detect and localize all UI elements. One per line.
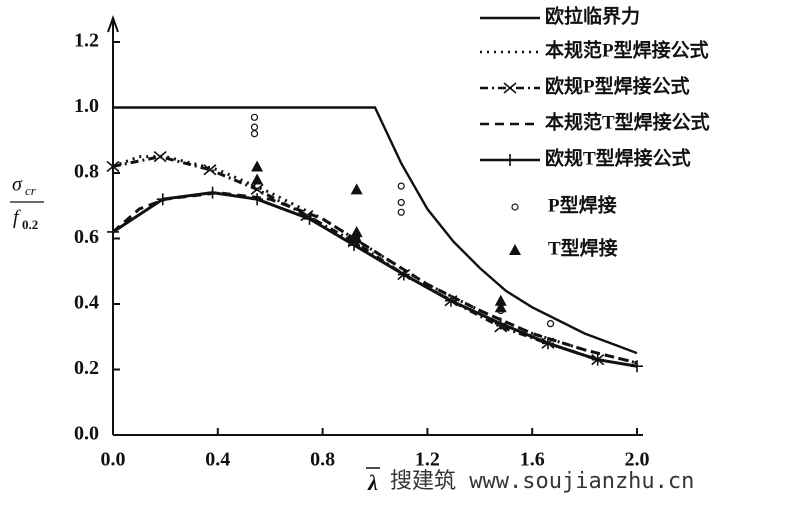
- marker-circle: [250, 113, 259, 121]
- series-line: [112, 191, 638, 368]
- marker-plus: [494, 317, 507, 330]
- x-tick-label: 1.6: [520, 449, 545, 471]
- marker-plus: [591, 353, 604, 366]
- marker-plus: [251, 193, 264, 206]
- y-tick-label: 0.6: [74, 226, 99, 248]
- marker-triangle: [494, 301, 507, 313]
- legend-label: T型焊接: [548, 236, 618, 259]
- x-tick-label: 0.0: [101, 449, 126, 471]
- marker-plus: [107, 225, 119, 238]
- marker-plus: [303, 212, 316, 225]
- legend-label: 本规范P型焊接公式: [545, 38, 709, 61]
- y-tick-label: 0.0: [74, 423, 99, 445]
- marker-triangle: [350, 232, 363, 244]
- x-tick-label: 1.2: [415, 449, 440, 471]
- y-label-den: f: [13, 207, 21, 229]
- marker-plus: [206, 186, 219, 199]
- legend-label: 本规范T型焊接公式: [545, 110, 710, 133]
- marker-plus: [397, 268, 410, 281]
- marker-triangle: [350, 183, 363, 195]
- marker-plus: [541, 337, 554, 350]
- y-tick-label: 0.4: [74, 292, 99, 314]
- x-tick-label: 0.4: [205, 449, 230, 471]
- marker-circle: [250, 130, 259, 138]
- y-tick-label: 0.8: [74, 161, 99, 183]
- marker-circle: [397, 182, 405, 190]
- marker-plus: [156, 193, 169, 206]
- y-tick-label: 1.0: [74, 95, 99, 117]
- marker-plus: [444, 294, 457, 307]
- marker-triangle: [350, 225, 363, 237]
- y-label-num: σ: [12, 174, 23, 196]
- marker-triangle: [509, 244, 521, 255]
- y-tick-label: 0.2: [74, 357, 99, 379]
- marker-x: [250, 183, 264, 195]
- series-line: [112, 191, 638, 365]
- marker-triangle: [251, 160, 264, 172]
- marker-x: [153, 151, 167, 163]
- x-label: λ: [367, 470, 378, 495]
- marker-circle: [250, 123, 259, 131]
- marker-circle: [397, 198, 405, 207]
- legend-label: 欧规T型焊接公式: [545, 146, 691, 169]
- marker-x: [106, 160, 120, 173]
- legend-label: P型焊接: [548, 193, 617, 216]
- marker-circle: [397, 208, 405, 216]
- marker-plus: [504, 154, 516, 166]
- y-tick-label: 1.2: [74, 30, 99, 52]
- watermark: 搜建筑 www.soujianzhu.cn: [390, 469, 694, 494]
- x-tick-label: 2.0: [625, 449, 650, 471]
- series-line: [112, 155, 638, 365]
- marker-circle: [511, 203, 519, 211]
- x-tick-label: 0.8: [310, 449, 335, 471]
- legend-label: 欧规P型焊接公式: [545, 74, 690, 97]
- marker-x: [203, 164, 217, 176]
- legend-label: 欧拉临界力: [545, 4, 640, 27]
- marker-x: [503, 82, 517, 94]
- marker-plus: [631, 360, 643, 373]
- marker-triangle: [494, 294, 507, 306]
- y-label-den-sub: 0.2: [22, 217, 38, 232]
- series-line: [113, 106, 638, 355]
- y-label-num-sub: cr: [25, 183, 37, 198]
- marker-circle: [546, 320, 555, 328]
- marker-triangle: [251, 173, 264, 185]
- y-axis-arrow: [107, 15, 119, 33]
